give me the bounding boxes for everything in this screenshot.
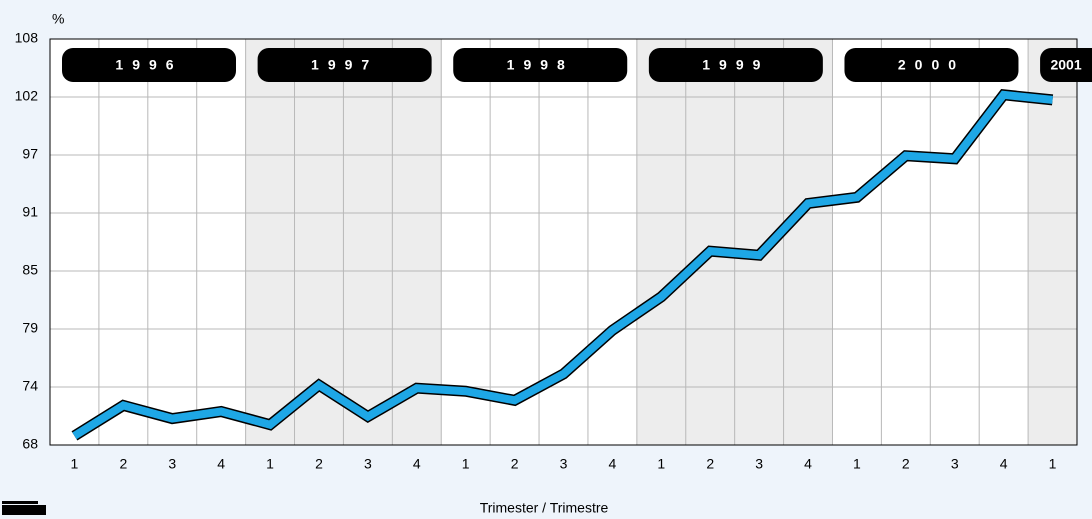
x-tick-label: 1 xyxy=(657,456,665,472)
x-tick-label: 3 xyxy=(755,456,763,472)
year-band xyxy=(1028,39,1077,445)
y-tick-label: 68 xyxy=(22,436,38,452)
x-axis-label: Trimester / Trimestre xyxy=(480,500,609,516)
y-tick-label: 85 xyxy=(22,262,38,278)
x-tick-label: 2 xyxy=(315,456,323,472)
x-tick-label: 1 xyxy=(462,456,470,472)
x-tick-label: 2 xyxy=(902,456,910,472)
year-label: 2000 xyxy=(898,57,965,73)
x-tick-label: 1 xyxy=(71,456,79,472)
year-box xyxy=(453,48,628,82)
year-box xyxy=(1040,48,1092,82)
year-box xyxy=(648,48,823,82)
x-tick-label: 4 xyxy=(804,456,812,472)
x-tick-label: 4 xyxy=(217,456,225,472)
year-label: 1999 xyxy=(702,57,769,73)
x-tick-label: 1 xyxy=(266,456,274,472)
plot-area xyxy=(50,39,1077,445)
year-label: 2001 xyxy=(1050,57,1081,73)
year-box xyxy=(62,48,236,82)
y-unit: % xyxy=(52,11,64,27)
y-tick-label: 97 xyxy=(22,146,38,162)
x-tick-label: 1 xyxy=(853,456,861,472)
y-tick-label: 79 xyxy=(22,320,38,336)
x-tick-label: 3 xyxy=(951,456,959,472)
logo xyxy=(2,501,46,515)
x-tick-label: 2 xyxy=(119,456,127,472)
y-tick-label: 91 xyxy=(22,204,38,220)
grid xyxy=(50,38,1077,446)
x-tick-label: 4 xyxy=(1000,456,1008,472)
x-tick-label: 2 xyxy=(706,456,714,472)
year-label: 1997 xyxy=(311,57,378,73)
x-tick-label: 4 xyxy=(609,456,617,472)
x-tick-label: 2 xyxy=(511,456,519,472)
year-box xyxy=(844,48,1019,82)
x-tick-label: 3 xyxy=(168,456,176,472)
x-tick-label: 4 xyxy=(413,456,421,472)
x-tick-label: 3 xyxy=(364,456,372,472)
year-box xyxy=(257,48,432,82)
x-tick-label: 1 xyxy=(1049,456,1057,472)
x-tick-label: 3 xyxy=(560,456,568,472)
year-label: 1996 xyxy=(115,57,182,73)
line xyxy=(72,90,1053,440)
year-bands xyxy=(50,39,1077,445)
y-tick-label: 108 xyxy=(15,30,39,46)
plot-border xyxy=(49,38,1078,446)
year-label: 1998 xyxy=(507,57,574,73)
y-tick-label: 74 xyxy=(22,378,38,394)
y-tick-label: 102 xyxy=(15,88,39,104)
